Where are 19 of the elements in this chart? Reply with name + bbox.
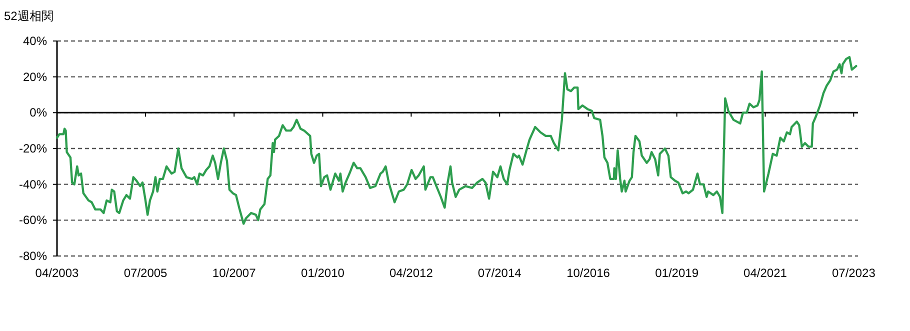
x-tick-label: 10/2007 — [212, 266, 256, 280]
y-tick-label: -60% — [18, 213, 48, 228]
x-tick-label: 10/2016 — [566, 266, 610, 280]
y-tick-label: -80% — [18, 249, 48, 263]
y-tick-label: -20% — [18, 142, 48, 156]
x-tick-label: 01/2010 — [301, 266, 345, 280]
line-series — [56, 56, 858, 225]
x-tick-label: 07/2023 — [832, 266, 876, 280]
x-tick-label: 04/2021 — [744, 266, 788, 280]
y-tick-label: 40% — [22, 34, 48, 48]
x-tick-label: 04/2003 — [35, 266, 80, 280]
x-tick-label: 07/2005 — [124, 266, 168, 280]
y-tick-label: -40% — [18, 177, 48, 192]
x-tick-label: 01/2019 — [655, 266, 699, 280]
x-tick-label: 04/2012 — [389, 266, 434, 280]
y-axis-title: 52週相関 — [4, 9, 54, 23]
x-tick-label: 07/2014 — [478, 266, 522, 280]
y-tick-label: 20% — [22, 70, 48, 84]
y-tick-label: 0% — [30, 106, 48, 120]
